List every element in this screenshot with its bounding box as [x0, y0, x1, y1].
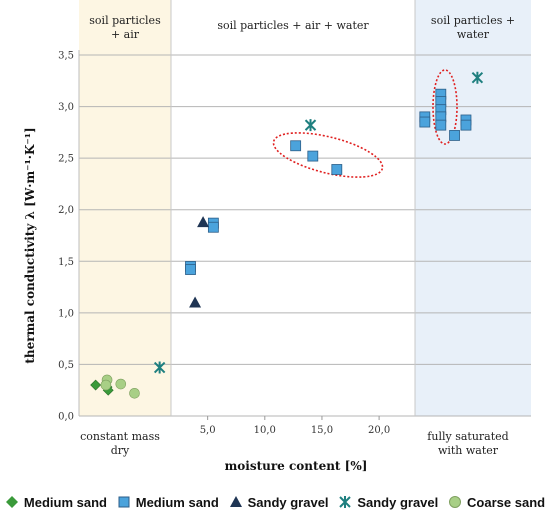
data-point-square [435, 119, 447, 131]
data-point-circle [100, 379, 112, 391]
data-point-star [153, 361, 166, 374]
y-axis-title: thermal conductivity λ [W·m⁻¹·K⁻¹] [23, 127, 37, 363]
region-title-moist: soil particles + air + water [217, 19, 369, 32]
data-point-circle [115, 378, 127, 390]
data-point-triangle [189, 296, 202, 308]
region-dry-background [79, 0, 171, 416]
legend-circle-icon [449, 496, 462, 508]
legend-label: Coarse sand [467, 494, 546, 510]
legend-star-icon [339, 496, 352, 508]
y-tick-label: 3,5 [58, 51, 74, 62]
x-tick-label: 5,0 [200, 425, 216, 436]
chart-svg: 0,0 0,5 1,0 1,5 2,0 2,5 3,0 3,5 5,0 10,0 15,0 20,0 s… [23, 0, 531, 473]
data-point-square [449, 130, 460, 141]
data-point-square [307, 150, 319, 162]
region-title-dry: soil particles + air [89, 14, 161, 41]
data-point-square [419, 116, 431, 128]
legend-item: Medium sand [5, 495, 107, 510]
x-tick-label: 15,0 [311, 425, 333, 436]
y-tick-label: 0,0 [58, 412, 74, 423]
data-point-diamond [90, 379, 102, 391]
data-point-circle [129, 388, 140, 399]
y-tick-label: 0,5 [58, 360, 74, 371]
highlight-ellipse [432, 69, 458, 145]
data-point-star [304, 119, 317, 132]
legend-item: Sandy gravel [229, 495, 329, 510]
x-tick-label: 10,0 [254, 425, 276, 436]
legend-item: Sandy gravel [338, 495, 438, 510]
legend-diamond-icon [5, 496, 18, 508]
data-point-square [185, 264, 196, 275]
data-point-square [207, 221, 219, 233]
y-tick-label: 2,0 [58, 205, 74, 216]
legend-square-icon [118, 496, 130, 508]
saturated-region-note: fully saturated with water [427, 430, 508, 457]
data-point-triangle [197, 216, 210, 228]
legend-label: Sandy gravel [247, 494, 329, 510]
legend-triangle-icon [229, 496, 242, 507]
region-saturated-background [415, 0, 531, 416]
dry-region-note: constant mass dry [80, 430, 160, 457]
highlight-ellipse [272, 132, 384, 178]
legend-label: Sandy gravel [357, 494, 439, 510]
legend-label: Medium sand [135, 494, 219, 510]
legend-item: Medium sand [117, 495, 219, 510]
x-tick-label: 20,0 [368, 425, 390, 436]
data-point-square [460, 119, 472, 131]
region-moist-background [171, 0, 415, 416]
legend: Medium sand Medium sand Sandy gravel Sandy … [0, 489, 550, 515]
data-point-star [471, 71, 484, 84]
y-tick-label: 2,5 [58, 154, 74, 165]
data-point-square [331, 164, 343, 175]
legend-label: Medium sand [23, 494, 107, 510]
y-tick-label: 1,0 [58, 308, 74, 319]
x-axis-title: moisture content [%] [225, 459, 368, 473]
region-title-saturated: soil particles + water [431, 14, 515, 41]
data-point-square [290, 140, 302, 152]
legend-item: Coarse sand [448, 495, 545, 510]
y-tick-label: 1,5 [58, 257, 74, 268]
y-tick-label: 3,0 [58, 102, 74, 113]
